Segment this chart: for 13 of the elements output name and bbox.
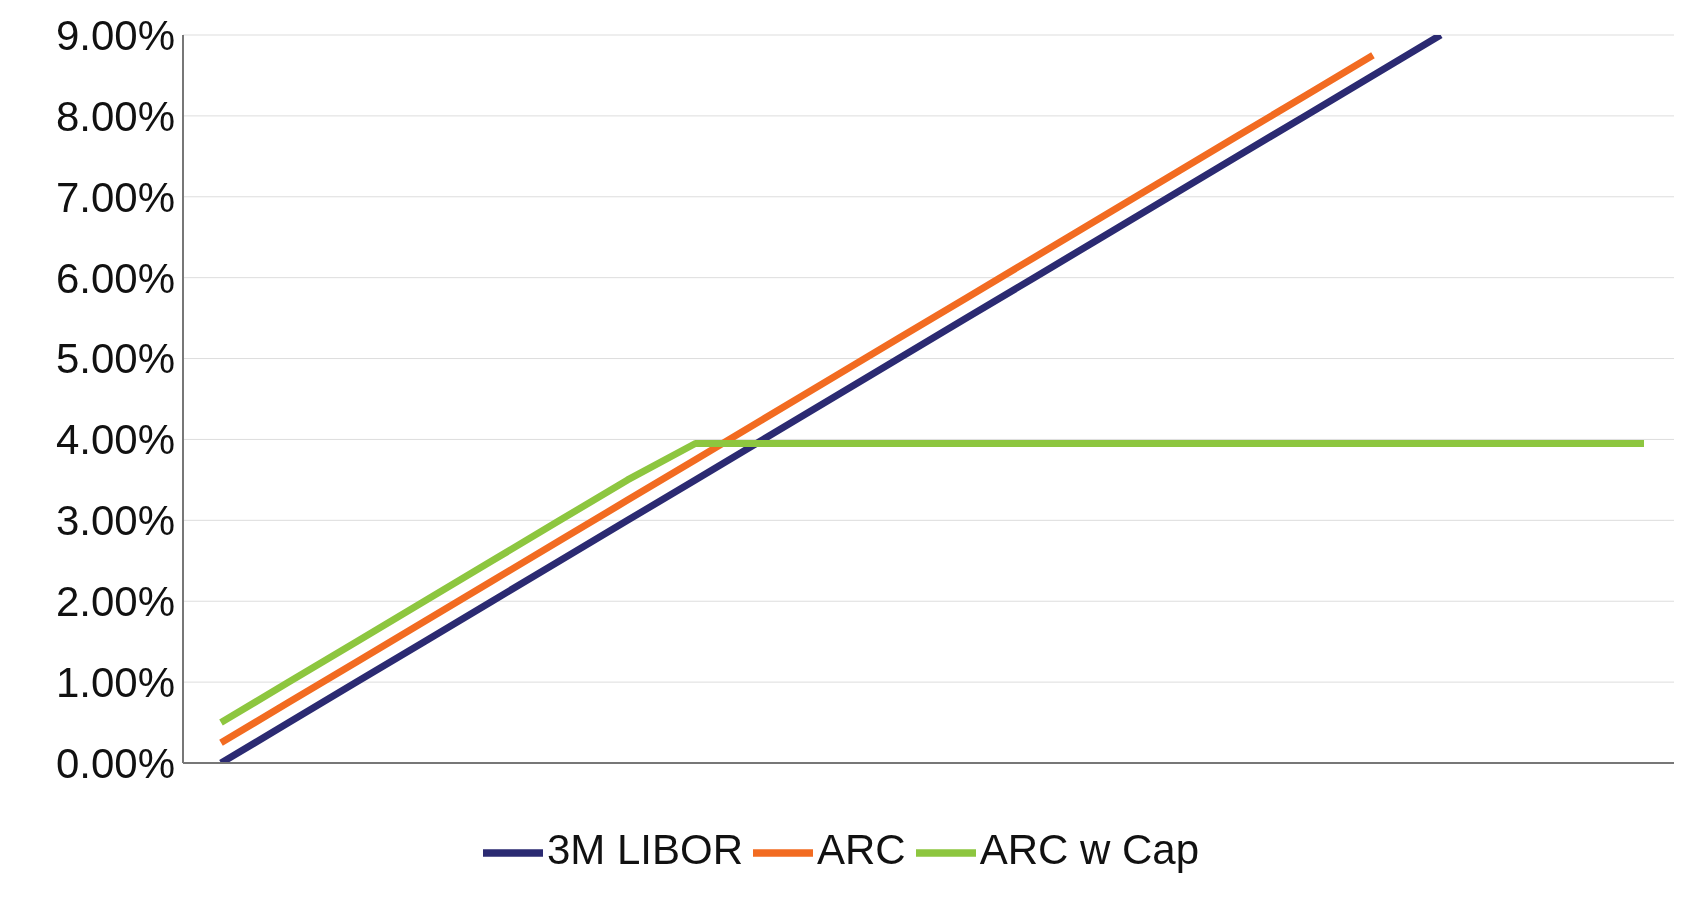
y-tick-label: 3.00%	[55, 497, 175, 545]
legend-label: ARC	[816, 826, 906, 874]
legend-label: ARC w Cap	[979, 826, 1200, 874]
y-tick-label: 7.00%	[55, 173, 175, 221]
y-tick-label: 8.00%	[55, 92, 175, 140]
legend-label: 3M LIBOR	[546, 826, 743, 874]
y-tick-label: 9.00%	[55, 11, 175, 59]
y-tick-label: 2.00%	[55, 578, 175, 626]
y-tick-label: 0.00%	[55, 739, 175, 787]
y-tick-label: 1.00%	[55, 659, 175, 707]
y-tick-label: 4.00%	[55, 416, 175, 464]
y-tick-label: 5.00%	[55, 335, 175, 383]
y-tick-label: 6.00%	[55, 254, 175, 302]
